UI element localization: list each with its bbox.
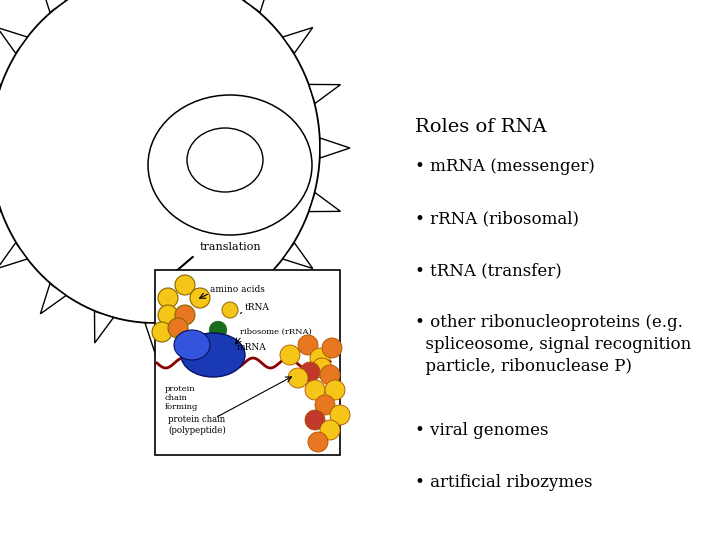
Circle shape: [315, 395, 335, 415]
Circle shape: [158, 288, 178, 308]
Circle shape: [312, 358, 332, 378]
Bar: [155, 270, 340, 455]
Circle shape: [288, 368, 308, 388]
Polygon shape: [244, 284, 269, 314]
Ellipse shape: [174, 330, 210, 360]
Polygon shape: [197, 312, 215, 343]
Polygon shape: [40, 284, 66, 314]
Circle shape: [190, 288, 210, 308]
Circle shape: [222, 302, 238, 318]
Circle shape: [308, 432, 328, 452]
Text: translation: translation: [200, 242, 261, 252]
Circle shape: [210, 321, 227, 339]
Text: • viral genomes: • viral genomes: [415, 422, 549, 439]
Text: • mRNA (messenger): • mRNA (messenger): [415, 158, 595, 175]
Ellipse shape: [0, 0, 320, 323]
Polygon shape: [0, 28, 27, 53]
Text: ribosome (rRNA): ribosome (rRNA): [240, 328, 312, 336]
Polygon shape: [0, 84, 1, 104]
Text: • other ribonucleoproteins (e.g.
  spliceosome, signal recognition
  particle, r: • other ribonucleoproteins (e.g. spliceo…: [415, 314, 691, 375]
Text: protein chain
(polypeptide): protein chain (polypeptide): [168, 415, 226, 435]
Circle shape: [305, 380, 325, 400]
Polygon shape: [283, 28, 312, 53]
Circle shape: [322, 338, 342, 358]
Circle shape: [168, 318, 188, 338]
Polygon shape: [0, 193, 1, 212]
Circle shape: [325, 380, 345, 400]
Text: Roles of RNA: Roles of RNA: [415, 118, 546, 136]
Polygon shape: [40, 0, 66, 12]
Polygon shape: [0, 243, 27, 268]
Text: mRNA: mRNA: [237, 343, 266, 353]
Polygon shape: [320, 138, 350, 158]
Circle shape: [175, 275, 195, 295]
Polygon shape: [309, 84, 341, 104]
Polygon shape: [94, 312, 114, 343]
Text: • artificial ribozymes: • artificial ribozymes: [415, 474, 593, 491]
Circle shape: [175, 305, 195, 325]
Ellipse shape: [187, 128, 263, 192]
Circle shape: [310, 348, 330, 368]
Circle shape: [280, 345, 300, 365]
Circle shape: [152, 322, 172, 342]
Circle shape: [330, 405, 350, 425]
Circle shape: [320, 420, 340, 440]
Circle shape: [320, 365, 340, 385]
Text: tRNA: tRNA: [245, 303, 270, 313]
Text: amino acids: amino acids: [210, 286, 265, 294]
Circle shape: [300, 362, 320, 382]
Circle shape: [158, 305, 178, 325]
Polygon shape: [244, 0, 269, 12]
Circle shape: [305, 410, 325, 430]
Text: protein
chain
forming: protein chain forming: [165, 385, 199, 411]
Polygon shape: [145, 323, 165, 353]
Text: • tRNA (transfer): • tRNA (transfer): [415, 262, 562, 279]
Polygon shape: [309, 193, 341, 212]
Ellipse shape: [181, 333, 245, 377]
Ellipse shape: [148, 95, 312, 235]
Circle shape: [298, 335, 318, 355]
Polygon shape: [283, 243, 312, 268]
Text: • rRNA (ribosomal): • rRNA (ribosomal): [415, 210, 579, 227]
